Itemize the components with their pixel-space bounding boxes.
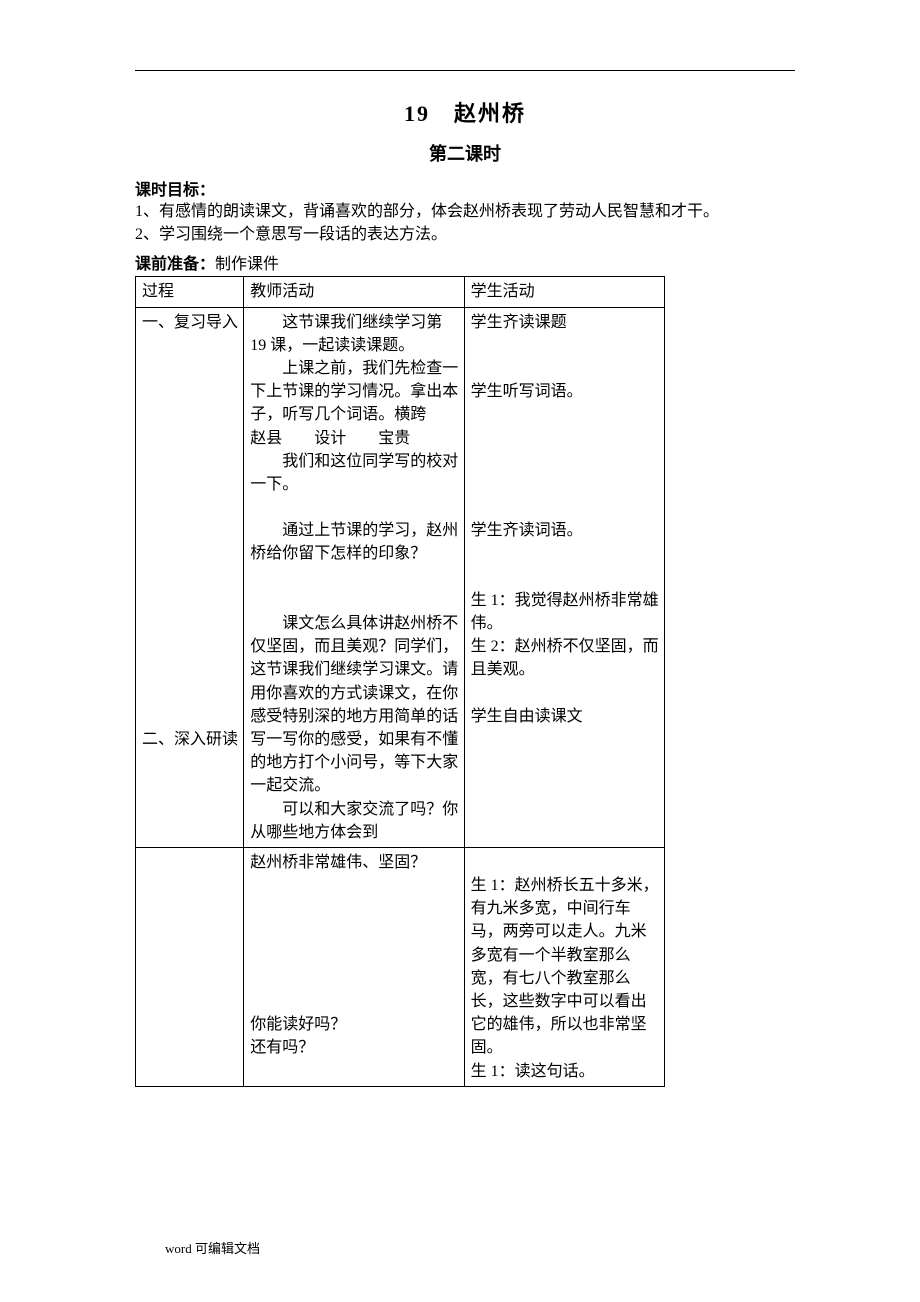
teacher-cell: 赵州桥非常雄伟、坚固？ 你能读好吗？还有吗？ (244, 847, 464, 1086)
process-cell: 一、复习导入 二、深入研读 (136, 307, 244, 847)
student-cell: 生 1：赵州桥长五十多米，有九米多宽，中间行车马，两旁可以走人。九米多宽有一个半… (464, 847, 664, 1086)
student-line (471, 357, 660, 380)
teacher-line (250, 589, 459, 612)
table-row: 赵州桥非常雄伟、坚固？ 你能读好吗？还有吗？ 生 1：赵州桥长五十多米，有九米多… (136, 847, 665, 1086)
prep-value: 制作课件 (215, 256, 279, 273)
student-line: 生 1：读这句话。 (471, 1060, 660, 1083)
process-line (142, 380, 239, 403)
process-line (142, 635, 239, 658)
lesson-subtitle: 第二课时 (135, 140, 795, 166)
goals-label: 课时目标： (135, 182, 215, 199)
top-rule (135, 70, 795, 71)
process-line (142, 450, 239, 473)
student-line (471, 566, 660, 589)
process-line: 二、深入研读 (142, 728, 239, 751)
process-line (142, 519, 239, 542)
student-line (471, 403, 660, 426)
teacher-line (250, 496, 459, 519)
process-line (142, 427, 239, 450)
process-line (142, 334, 239, 357)
teacher-line (250, 967, 459, 990)
teacher-line: 课文怎么具体讲赵州桥不仅坚固，而且美观？同学们，这节课我们继续学习课文。请用你喜… (250, 612, 459, 798)
process-line (142, 682, 239, 705)
teacher-line (250, 874, 459, 897)
goal-item: 2、学习围绕一个意思写一段话的表达方法。 (135, 223, 795, 246)
process-cell (136, 847, 244, 1086)
student-line (471, 496, 660, 519)
teacher-line (250, 990, 459, 1013)
teacher-line: 我们和这位同学写的校对一下。 (250, 450, 459, 496)
teacher-line (250, 566, 459, 589)
student-line (471, 682, 660, 705)
process-line: 一、复习导入 (142, 311, 239, 334)
process-line (142, 357, 239, 380)
student-line (471, 542, 660, 565)
student-line: 学生自由读课文 (471, 705, 660, 728)
student-line: 学生齐读词语。 (471, 519, 660, 542)
teacher-line: 这节课我们继续学习第 19 课，一起读读课题。 (250, 311, 459, 357)
teacher-line: 你能读好吗？ (250, 1013, 459, 1036)
student-line: 学生齐读课题 (471, 311, 660, 334)
teacher-line: 可以和大家交流了吗？你从哪些地方体会到 (250, 798, 459, 844)
prep-label: 课前准备： (135, 256, 215, 273)
teacher-line: 通过上节课的学习，赵州桥给你留下怎样的印象？ (250, 519, 459, 565)
process-line (142, 589, 239, 612)
teacher-line: 赵州桥非常雄伟、坚固？ (250, 851, 459, 874)
process-line (142, 566, 239, 589)
lesson-plan-table: 过程 教师活动 学生活动 一、复习导入 二、深入研读 这节课我们继续学习第 19… (135, 276, 665, 1086)
process-line (142, 473, 239, 496)
student-line (471, 851, 660, 874)
teacher-line: 还有吗？ (250, 1036, 459, 1059)
teacher-line: 上课之前，我们先检查一下上节课的学习情况。拿出本子，听写几个词语。横跨 赵县 设… (250, 357, 459, 450)
student-line: 学生听写词语。 (471, 380, 660, 403)
student-line: 生 1：我觉得赵州桥非常雄伟。 (471, 589, 660, 635)
footer-note: word 可编辑文档 (165, 1238, 260, 1257)
header-process: 过程 (136, 277, 244, 307)
student-line (471, 473, 660, 496)
teacher-cell: 这节课我们继续学习第 19 课，一起读读课题。上课之前，我们先检查一下上节课的学… (244, 307, 464, 847)
student-cell: 学生齐读课题 学生听写词语。 学生齐读词语。 生 1：我觉得赵州桥非常雄伟。生 … (464, 307, 664, 847)
goal-item: 1、有感情的朗读课文，背诵喜欢的部分，体会赵州桥表现了劳动人民智慧和才干。 (135, 200, 795, 223)
table-row: 一、复习导入 二、深入研读 这节课我们继续学习第 19 课，一起读读课题。上课之… (136, 307, 665, 847)
teacher-line (250, 920, 459, 943)
table-header-row: 过程 教师活动 学生活动 (136, 277, 665, 307)
process-line (142, 496, 239, 519)
process-line (142, 612, 239, 635)
process-line (142, 851, 239, 874)
header-teacher: 教师活动 (244, 277, 464, 307)
teacher-line (250, 944, 459, 967)
prep-section: 课前准备：制作课件 (135, 250, 795, 274)
process-line (142, 542, 239, 565)
student-line: 生 2：赵州桥不仅坚固，而且美观。 (471, 635, 660, 681)
process-line (142, 705, 239, 728)
student-line (471, 450, 660, 473)
student-line (471, 334, 660, 357)
goals-section: 课时目标： 1、有感情的朗读课文，背诵喜欢的部分，体会赵州桥表现了劳动人民智慧和… (135, 176, 795, 246)
header-student: 学生活动 (464, 277, 664, 307)
student-line: 生 1：赵州桥长五十多米，有九米多宽，中间行车马，两旁可以走人。九米多宽有一个半… (471, 874, 660, 1060)
process-line (142, 658, 239, 681)
teacher-line (250, 897, 459, 920)
lesson-title: 19 赵州桥 (135, 96, 795, 128)
student-line (471, 427, 660, 450)
process-line (142, 403, 239, 426)
